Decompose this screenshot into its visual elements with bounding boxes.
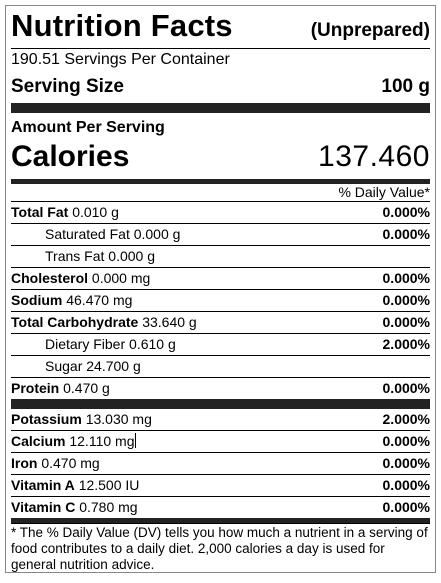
nutrient-row-potassium: Potassium 13.030 mg 2.000% bbox=[11, 409, 430, 430]
nutrient-amount: 0.470 mg bbox=[41, 455, 100, 471]
calories-label: Calories bbox=[11, 140, 130, 173]
nutrient-amount: 13.030 mg bbox=[85, 411, 152, 427]
nutrient-row-trans-fat: Trans Fat 0.000 g bbox=[11, 245, 430, 267]
nutrient-dv: 0.000% bbox=[382, 292, 430, 308]
nutrient-dv: 0.000% bbox=[382, 499, 430, 515]
calories-row: Calories 137.460 bbox=[11, 135, 430, 177]
serving-size-label: Serving Size bbox=[11, 76, 124, 97]
title-row: Nutrition Facts (Unprepared) bbox=[11, 6, 430, 48]
nutrition-label: Nutrition Facts (Unprepared) 190.51 Serv… bbox=[5, 5, 436, 573]
nutrient-amount: 33.640 g bbox=[142, 314, 197, 330]
nutrient-row-vitamin-c: Vitamin C 0.780 mg 0.000% bbox=[11, 496, 430, 518]
nutrient-amount: 0.610 g bbox=[129, 336, 176, 352]
nutrient-row-iron: Iron 0.470 mg 0.000% bbox=[11, 452, 430, 474]
nutrient-name: Total Carbohydrate bbox=[11, 314, 139, 330]
nutrient-amount: 0.000 g bbox=[108, 248, 155, 264]
nutrient-dv: 0.000% bbox=[382, 477, 430, 493]
serving-size-value: 100 g bbox=[381, 76, 430, 97]
nutrient-row-protein: Protein 0.470 g 0.000% bbox=[11, 377, 430, 399]
nutrient-amount: 46.470 mg bbox=[66, 292, 133, 308]
footnote: * The % Daily Value (DV) tells you how m… bbox=[11, 523, 430, 573]
nutrient-row-total-carbohydrate: Total Carbohydrate 33.640 g 0.000% bbox=[11, 311, 430, 333]
amount-per-serving: Amount Per Serving bbox=[11, 119, 165, 136]
nutrient-dv: 0.000% bbox=[382, 455, 430, 471]
nutrient-dv: 0.000% bbox=[382, 270, 430, 286]
medium-divider bbox=[11, 179, 430, 184]
nutrient-amount: 12.110 mg bbox=[69, 433, 135, 449]
nutrient-name: Vitamin A bbox=[11, 477, 75, 493]
nutrient-row-calcium: Calcium 12.110 mg 0.000% bbox=[11, 430, 430, 452]
nutrient-name: Protein bbox=[11, 380, 60, 396]
nutrient-name: Calcium bbox=[11, 433, 66, 449]
nutrient-dv: 0.000% bbox=[382, 380, 430, 396]
nutrient-name: Sugar bbox=[45, 358, 83, 374]
nutrient-row-saturated-fat: Saturated Fat 0.000 g 0.000% bbox=[11, 223, 430, 245]
nutrient-name: Potassium bbox=[11, 411, 82, 427]
nutrient-dv: 0.000% bbox=[382, 314, 430, 330]
nutrient-name: Saturated Fat bbox=[45, 226, 130, 242]
nutrient-amount: 0.000 mg bbox=[91, 270, 151, 286]
label-subtitle: (Unprepared) bbox=[310, 20, 430, 41]
medium-divider bbox=[11, 518, 430, 523]
nutrient-amount: 0.470 g bbox=[63, 380, 110, 396]
nutrient-dv: 0.000% bbox=[382, 204, 430, 220]
nutrient-name: Dietary Fiber bbox=[45, 336, 126, 352]
nutrient-row-dietary-fiber: Dietary Fiber 0.610 g 2.000% bbox=[11, 333, 430, 355]
nutrient-amount: 12.500 IU bbox=[78, 477, 140, 493]
nutrient-row-total-fat: Total Fat 0.010 g 0.000% bbox=[11, 201, 430, 223]
thick-divider bbox=[11, 399, 430, 409]
nutrient-name: Vitamin C bbox=[11, 499, 76, 515]
nutrient-dv: 0.000% bbox=[382, 226, 430, 242]
nutrient-amount: 0.000 g bbox=[133, 226, 181, 242]
text-cursor bbox=[135, 433, 137, 448]
nutrient-row-vitamin-a: Vitamin A 12.500 IU 0.000% bbox=[11, 474, 430, 496]
nutrient-name: Trans Fat bbox=[45, 248, 105, 264]
nutrient-row-sodium: Sodium 46.470 mg 0.000% bbox=[11, 289, 430, 311]
serving-size-row: Serving Size 100 g bbox=[11, 72, 430, 100]
nutrient-name: Sodium bbox=[11, 292, 63, 308]
nutrient-amount: 0.010 g bbox=[72, 204, 119, 220]
nutrient-row-sugar: Sugar 24.700 g bbox=[11, 355, 430, 377]
nutrient-dv: 2.000% bbox=[382, 411, 430, 427]
nutrient-dv: 0.000% bbox=[382, 433, 430, 449]
nutrient-amount: 24.700 g bbox=[86, 358, 141, 374]
nutrient-name: Total Fat bbox=[11, 204, 69, 220]
thick-divider bbox=[11, 103, 430, 113]
daily-value-header: % Daily Value* bbox=[338, 184, 430, 200]
calories-value: 137.460 bbox=[318, 140, 430, 173]
servings-per-container: 190.51 Servings Per Container bbox=[11, 51, 230, 68]
label-title: Nutrition Facts bbox=[11, 8, 233, 43]
nutrient-dv: 2.000% bbox=[382, 336, 430, 352]
nutrient-name: Iron bbox=[11, 455, 38, 471]
nutrient-name: Cholesterol bbox=[11, 270, 89, 286]
nutrient-row-cholesterol: Cholesterol 0.000 mg 0.000% bbox=[11, 267, 430, 289]
nutrient-amount: 0.780 mg bbox=[79, 499, 138, 515]
divider bbox=[11, 48, 430, 49]
